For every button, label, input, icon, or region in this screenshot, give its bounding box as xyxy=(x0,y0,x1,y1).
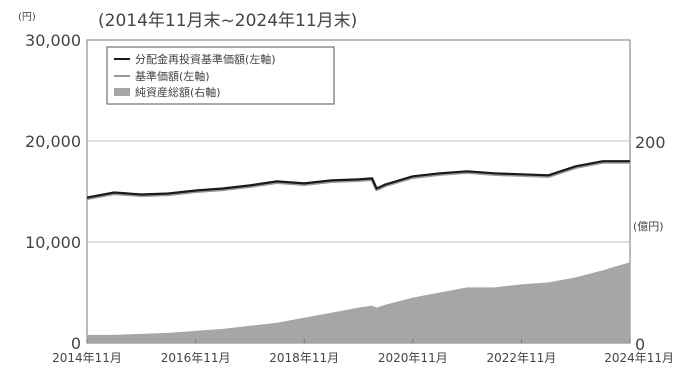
x-tick-label: 2022年11月 xyxy=(486,351,556,365)
x-axis: 2014年11月 2016年11月 2018年11月 2020年11月 2022年11月… xyxy=(52,339,674,365)
series-area-net-assets xyxy=(87,262,630,343)
x-tick-label: 2020年11月 xyxy=(378,351,448,365)
left-y-axis: 0 10,000 20,000 30,000 xyxy=(25,31,81,353)
gridlines xyxy=(87,140,630,243)
legend-box xyxy=(106,46,335,105)
legend: 分配金再投資基準価額(左軸) 基準価額(左軸) 純資産総額(右軸) xyxy=(106,46,335,105)
x-tick-label: 2014年11月 xyxy=(52,351,122,365)
legend-label-net-assets: 純資産総額(右軸) xyxy=(135,85,221,99)
left-axis-unit: (円) xyxy=(18,12,36,23)
y-left-tick-label: 0 xyxy=(71,334,81,353)
series-line-reinvested xyxy=(86,160,630,199)
net-assets-area xyxy=(87,262,630,343)
y-right-tick-label: 200 xyxy=(635,133,666,152)
series-lines xyxy=(86,160,630,201)
right-axis-unit: (億円) xyxy=(633,220,664,233)
right-y-axis: 0 200 xyxy=(635,133,666,354)
legend-label-reinvested: 分配金再投資基準価額(左軸) xyxy=(135,52,276,66)
y-left-tick-label: 10,000 xyxy=(25,233,81,252)
x-tick-label: 2024年11月 xyxy=(604,351,674,365)
y-right-tick-label: 0 xyxy=(635,335,645,354)
x-tick-label: 2016年11月 xyxy=(161,351,231,365)
legend-label-nav: 基準価額(左軸) xyxy=(135,69,210,83)
x-tick-label: 2018年11月 xyxy=(269,351,339,365)
legend-swatch-net-assets xyxy=(114,88,130,96)
y-left-tick-label: 30,000 xyxy=(25,31,81,50)
chart-title: (2014年11月末~2024年11月末) xyxy=(98,11,357,31)
y-left-tick-label: 20,000 xyxy=(25,132,81,151)
